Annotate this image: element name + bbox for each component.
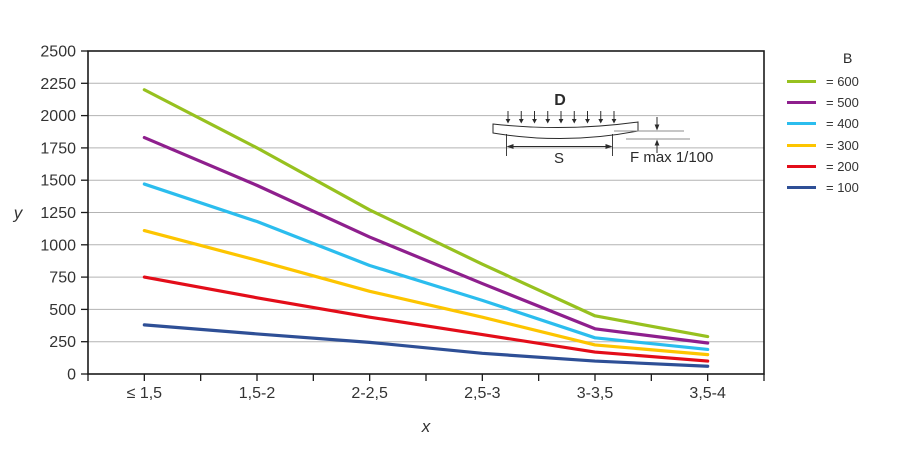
legend-entry: = 500 [787, 92, 897, 113]
load-arrow-icon [611, 111, 617, 124]
legend-swatch-icon [787, 164, 816, 168]
load-arrow-icon [571, 111, 577, 124]
y-tick-label: 2250 [40, 76, 76, 93]
load-arrow-head [545, 119, 551, 124]
y-tick-label: 1750 [40, 140, 76, 157]
x-tick-label: 3-3,5 [577, 385, 614, 402]
legend-entry: = 400 [787, 113, 897, 134]
legend-title: B [843, 50, 853, 66]
legend-entry: = 200 [787, 156, 897, 177]
legend-entry-label: = 200 [826, 158, 859, 174]
legend-entry-label: = 400 [826, 116, 859, 132]
load-arrow-icon [545, 111, 551, 124]
legend-entries: = 600 = 500 = 400 = 300 = 200 = 100 [787, 71, 897, 198]
load-arrow-head [598, 119, 604, 124]
load-arrow-head [558, 119, 564, 124]
series-line-b600 [142, 88, 710, 339]
y-tick-label: 500 [49, 302, 76, 319]
x-axis-label: x [421, 417, 431, 436]
legend-entry: = 100 [787, 177, 897, 198]
beam-inset: D S F max 1/100 [492, 92, 713, 167]
load-arrow-icon [598, 111, 604, 124]
load-arrow-icon [558, 111, 564, 124]
span-label: S [554, 150, 564, 167]
load-arrow-head [532, 119, 537, 124]
span-arrow-head [506, 144, 514, 149]
y-tick-label: 1500 [40, 173, 76, 190]
y-tick-label: 1000 [40, 237, 76, 254]
x-tick-label: 2,5-3 [464, 385, 501, 402]
legend-swatch-icon [787, 80, 816, 84]
load-arrow-head [611, 119, 617, 124]
legend-swatch-icon [787, 101, 816, 105]
deflection-arrow-head [654, 139, 660, 146]
series-line-b200 [142, 275, 710, 363]
legend-entry-label: = 100 [826, 180, 859, 196]
y-tick-label: 750 [49, 270, 76, 287]
load-arrow-head [571, 119, 577, 124]
deflection-arrow-head [654, 124, 660, 131]
span-arrow-head [605, 144, 613, 149]
y-tick-label: 0 [67, 367, 76, 384]
load-arrow-icon [532, 111, 537, 124]
legend-entry: = 300 [787, 135, 897, 156]
series-line-b300 [142, 228, 710, 357]
y-tick-label: 2000 [40, 108, 76, 125]
x-tick-label: 2-2,5 [351, 385, 388, 402]
legend-entry-label: = 500 [826, 95, 859, 111]
beam-shape [492, 121, 639, 140]
y-tick-label: 2500 [40, 44, 76, 61]
load-arrow-icon [585, 111, 590, 124]
load-label: D [554, 92, 566, 109]
legend-swatch-icon [787, 143, 816, 147]
legend-entry-label: = 600 [826, 74, 859, 90]
y-axis-label: y [13, 204, 24, 223]
legend-entry-label: = 300 [826, 137, 859, 153]
legend: B = 600 = 500 = 400 = 300 = 200 = 100 [787, 50, 897, 198]
series-line-b100 [142, 323, 710, 368]
load-arrow-head [518, 119, 524, 124]
legend-swatch-icon [787, 186, 816, 190]
x-tick-label: ≤ 1,5 [127, 385, 163, 402]
x-tick-label: 3,5-4 [689, 385, 726, 402]
y-tick-label: 1250 [40, 205, 76, 222]
y-tick-label: 250 [49, 334, 76, 351]
legend-entry: = 600 [787, 71, 897, 92]
x-tick-label: 1,5-2 [239, 385, 276, 402]
load-arrow-head [585, 119, 590, 124]
load-arrow-icon [505, 111, 511, 124]
legend-swatch-icon [787, 122, 816, 126]
load-arrow-head [505, 119, 511, 124]
series-line-b500 [142, 135, 710, 345]
load-arrow-icon [518, 111, 524, 124]
deflection-label: F max 1/100 [630, 149, 713, 166]
series-line-b400 [142, 182, 710, 352]
